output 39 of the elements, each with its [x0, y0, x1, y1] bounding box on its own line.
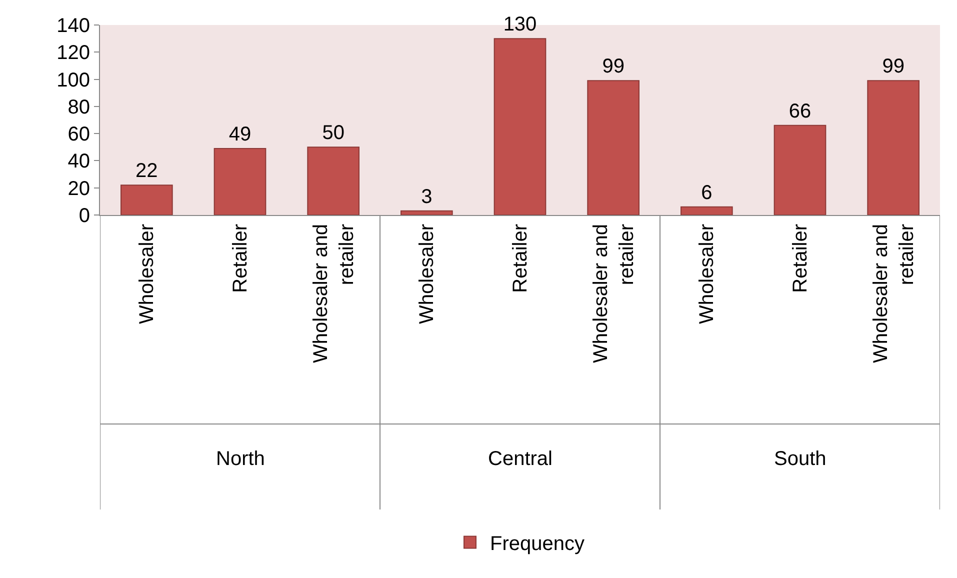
data-label: 22: [136, 160, 158, 182]
x-tick-label: Retailer: [510, 224, 532, 293]
data-label: 6: [701, 182, 712, 204]
legend-label: Frequency: [490, 533, 584, 556]
x-tick-label: Wholesaler: [416, 224, 438, 324]
x-tick-label: Retailer: [230, 224, 252, 293]
text: North: [216, 448, 265, 470]
data-label: 50: [322, 122, 344, 144]
data-label: 99: [882, 56, 904, 78]
x-tick-label: Wholesaler: [136, 224, 158, 324]
bar: [120, 184, 173, 215]
y-tick-label: 140: [56, 15, 90, 37]
text: South: [774, 448, 826, 470]
data-label: 99: [602, 56, 624, 78]
bar: [494, 38, 546, 215]
y-tick-label: 0: [78, 205, 90, 227]
data-label: 66: [788, 100, 812, 122]
y-tick-label: 60: [68, 124, 90, 146]
y-tick-label: 20: [68, 178, 90, 200]
x-tick-label: Wholesaler and retailer: [310, 224, 358, 363]
y-tick-label: 40: [68, 150, 90, 173]
y-tick-label: 120: [56, 42, 90, 64]
text: Central: [488, 448, 552, 470]
data-label: 130: [503, 14, 537, 36]
x-tick-label: Wholesaler and retailer: [590, 224, 638, 363]
bar: [867, 80, 920, 215]
bar: [774, 124, 826, 215]
data-label: 49: [228, 124, 252, 146]
bar: [680, 206, 733, 215]
data-label: 3: [421, 186, 432, 208]
bar: [214, 148, 266, 215]
bar: [307, 146, 360, 215]
x-tick-label: Retailer: [790, 224, 812, 293]
x-tick-label: Wholesaler and retailer: [870, 224, 918, 363]
bar: [400, 210, 453, 215]
x-tick-label: Wholesaler: [696, 224, 718, 324]
bar: [587, 80, 640, 215]
y-tick-label: 100: [56, 69, 90, 92]
y-tick-label: 80: [68, 96, 90, 118]
